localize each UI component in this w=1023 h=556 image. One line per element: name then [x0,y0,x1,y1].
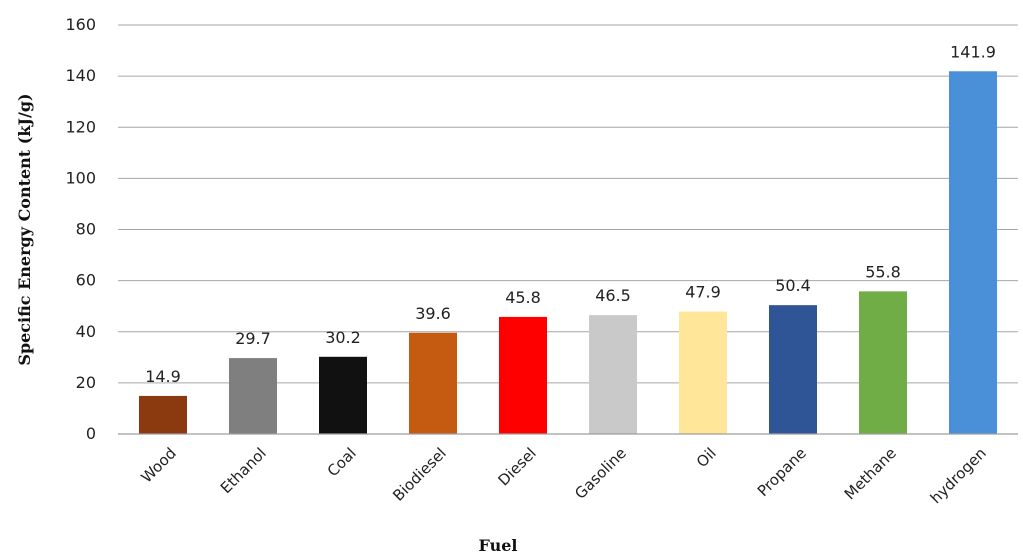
data-label-wood: 14.9 [145,367,181,386]
x-axis-title: Fuel [479,536,518,555]
data-label-biodiesel: 39.6 [415,304,451,323]
gridlines [118,24,1018,384]
y-axis-title: Specific Energy Content (kJ/g) [15,93,34,365]
category-label-diesel: Diesel [494,444,539,489]
y-tick-label: 140 [65,66,96,85]
category-label-coal: Coal [324,444,360,480]
data-label-gasoline: 46.5 [595,286,631,305]
bar-coal [319,356,367,434]
y-axis-ticks: 0 20 40 60 80 100 120 140 160 [65,15,96,443]
y-tick-label: 120 [65,117,96,136]
bar-hydrogen [949,71,997,434]
y-tick-label: 20 [76,373,96,392]
category-label-propane: Propane [754,444,810,500]
bar-biodiesel [409,332,457,434]
bar-ethanol [229,358,277,434]
y-tick-label: 40 [76,322,96,341]
y-tick-label: 60 [76,271,96,290]
data-label-propane: 50.4 [775,276,811,295]
category-label-gasoline: Gasoline [571,444,630,503]
data-label-methane: 55.8 [865,262,901,281]
category-label-biodiesel: Biodiesel [389,444,450,505]
data-label-diesel: 45.8 [505,288,541,307]
bar-propane [769,305,817,434]
data-label-hydrogen: 141.9 [950,42,996,61]
category-label-methane: Methane [841,444,900,503]
data-label-oil: 47.9 [685,283,721,302]
bar-methane [859,291,907,434]
bar-diesel [499,316,547,434]
data-labels: 14.9 29.7 30.2 39.6 45.8 46.5 47.9 50.4 55.8 141.… [145,42,996,386]
category-label-ethanol: Ethanol [217,444,270,497]
bar-oil [679,311,727,434]
y-tick-label: 160 [65,15,96,34]
data-label-coal: 30.2 [325,328,361,347]
y-tick-label: 100 [65,168,96,187]
y-tick-label: 0 [86,424,96,443]
bar-wood [139,395,187,434]
bar-gasoline [589,315,637,434]
x-axis-categories: Wood Ethanol Coal Biodiesel Diesel Gasoline Oi… [138,444,990,507]
category-label-wood: Wood [138,444,180,486]
data-label-ethanol: 29.7 [235,329,271,348]
category-label-hydrogen: hydrogen [927,444,990,507]
bars [139,71,997,434]
y-tick-label: 80 [76,220,96,239]
category-label-oil: Oil [693,444,720,471]
